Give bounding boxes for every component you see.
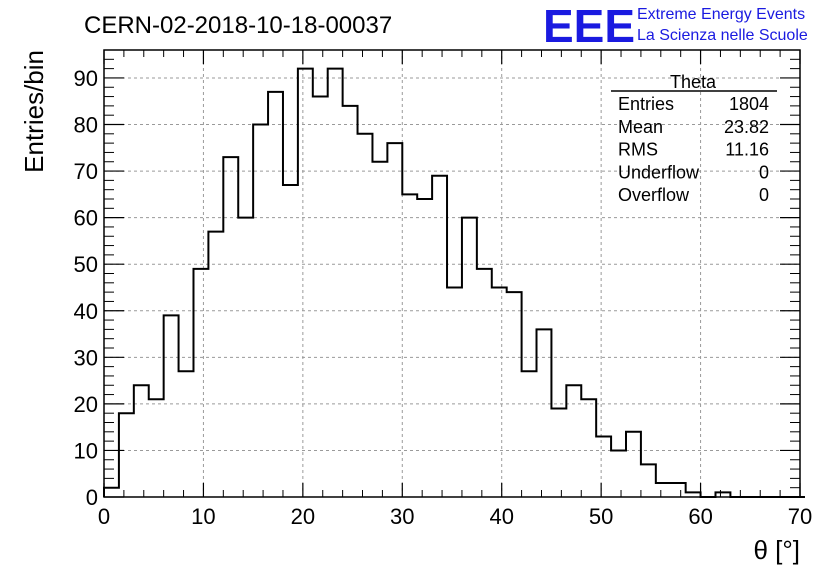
- x-tick-label: 20: [291, 504, 315, 529]
- histogram-step-line: [103, 67, 805, 498]
- stats-row-value: 0: [759, 162, 769, 182]
- x-tick-label: 60: [688, 504, 712, 529]
- y-tick-label: 30: [74, 345, 98, 370]
- y-tick-label: 80: [74, 113, 98, 138]
- stats-box: Theta Entries 1804 Mean 23.82 RMS 11.16 Underf…: [611, 72, 777, 205]
- axis-ticks: [103, 49, 801, 498]
- stats-row-value: 0: [759, 185, 769, 205]
- logo-line-1: Extreme Energy Events: [637, 6, 805, 23]
- x-tick-label: 70: [788, 504, 812, 529]
- stats-row-label: Entries: [618, 94, 674, 114]
- y-tick-label: 60: [74, 206, 98, 231]
- eee-logo: EEE Extreme Energy Events La Scienza nel…: [543, 0, 808, 52]
- stats-name: Theta: [670, 72, 717, 92]
- y-tick-label: 40: [74, 299, 98, 324]
- stats-row-value: 23.82: [724, 117, 769, 137]
- stats-row-value: 11.16: [725, 140, 769, 160]
- y-tick-label: 90: [74, 66, 98, 91]
- chart-title: CERN-02-2018-10-18-00037: [84, 12, 392, 39]
- stats-row-value: 1804: [729, 94, 769, 114]
- stats-row-label: Underflow: [618, 162, 700, 182]
- x-tick-label: 10: [191, 504, 215, 529]
- x-tick-label: 50: [589, 504, 613, 529]
- y-tick-label: 70: [74, 159, 98, 184]
- y-tick-label: 20: [74, 392, 98, 417]
- x-tick-label: 40: [489, 504, 513, 529]
- grid-lines: [104, 50, 800, 497]
- plot-frame: [103, 49, 801, 498]
- x-tick-label: 0: [98, 504, 110, 529]
- logo-line-2: La Scienza nelle Scuole: [637, 27, 808, 44]
- y-tick-label: 10: [74, 438, 98, 463]
- logo-mark: EEE: [543, 0, 635, 52]
- x-tick-label: 30: [390, 504, 414, 529]
- y-tick-label: 50: [74, 252, 98, 277]
- y-tick-label: 0: [86, 485, 98, 510]
- tick-labels: 0 10 20 30 40 50 60 70 0 10 20 30 40 50 60 70 80 90: [74, 66, 813, 529]
- stats-row-label: Mean: [618, 117, 663, 137]
- y-axis-label: Entries/bin: [19, 50, 49, 173]
- stats-row-label: Overflow: [618, 185, 690, 205]
- x-axis-label: θ [°]: [753, 535, 800, 565]
- stats-row-label: RMS: [618, 140, 658, 160]
